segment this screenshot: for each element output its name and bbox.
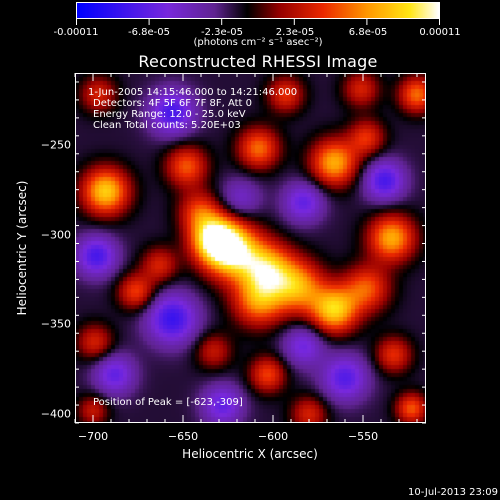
colorbar	[76, 2, 440, 19]
x-tick-label: −650	[167, 430, 199, 443]
y-tick-label: −400	[40, 407, 71, 421]
chart-title: Reconstructed RHESSI Image	[138, 52, 378, 71]
peak-position-annotation: Position of Peak = [-623,-309]	[93, 397, 243, 408]
colorbar-label: 6.8e-05	[348, 27, 388, 38]
y-axis-label: Heliocentric Y (arcsec)	[15, 180, 29, 316]
colorbar-units: (photons cm⁻² s⁻¹ asec⁻²)	[193, 37, 323, 48]
x-tick-label: −550	[347, 430, 379, 443]
colorbar-label: -0.00011	[53, 27, 99, 38]
timestamp: 10-Jul-2013 23:09	[407, 487, 498, 498]
y-tick-label: −350	[40, 317, 71, 331]
y-tick-label: −300	[40, 228, 71, 242]
x-tick-label: −700	[77, 430, 109, 443]
x-tick-label: −600	[257, 430, 289, 443]
clean-counts-annotation: Clean Total counts: 5.20E+03	[93, 120, 241, 131]
x-axis-label: Heliocentric X (arcsec)	[182, 447, 318, 461]
colorbar-ticks	[76, 19, 440, 25]
colorbar-label: 0.00011	[419, 27, 461, 38]
time-range-annotation: 1-Jun-2005 14:15:46.000 to 14:21:46.000	[88, 87, 298, 98]
detectors-annotation: Detectors: 4F 5F 6F 7F 8F, Att 0	[93, 98, 253, 109]
energy-range-annotation: Energy Range: 12.0 - 25.0 keV	[93, 109, 246, 120]
colorbar-label: -2.3e-05	[201, 27, 243, 38]
y-tick-label: −250	[40, 138, 71, 152]
colorbar-label: 2.3e-05	[275, 27, 315, 38]
colorbar-label: -6.8e-05	[128, 27, 170, 38]
